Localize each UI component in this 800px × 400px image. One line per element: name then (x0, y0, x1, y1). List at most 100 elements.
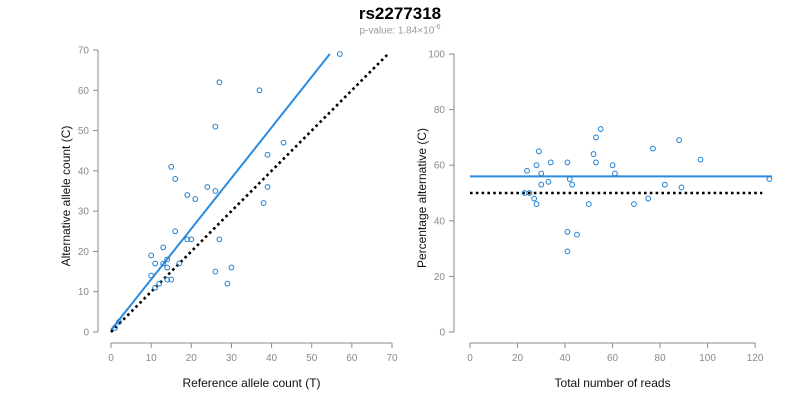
data-point (645, 195, 652, 202)
x-tick-label: 0 (467, 353, 473, 364)
y-tick-label: 30 (78, 207, 90, 218)
data-point (574, 231, 580, 238)
data-point (160, 260, 167, 267)
data-point (260, 200, 267, 206)
y-tick-label: 80 (434, 105, 446, 116)
x-tick-label: 60 (607, 353, 619, 364)
data-point (336, 51, 343, 57)
x-tick-label: 100 (699, 353, 716, 364)
data-point (184, 236, 191, 243)
data-point (264, 151, 271, 158)
y-tick-label: 100 (428, 50, 445, 61)
data-point (585, 201, 592, 208)
x-tick-label: 10 (146, 353, 158, 364)
data-point (224, 280, 231, 287)
x-tick-label: 60 (346, 353, 358, 364)
x-tick-label: 70 (386, 353, 398, 364)
data-point (264, 184, 271, 190)
data-point (678, 184, 685, 191)
data-point (176, 260, 183, 267)
data-point (533, 201, 540, 208)
p-value-exponent: -6 (434, 24, 441, 31)
data-point (280, 139, 287, 146)
y-tick-label: 40 (78, 166, 90, 177)
data-point (164, 256, 171, 263)
x-tick-label: 20 (186, 353, 198, 364)
data-point (650, 145, 656, 152)
data-point (164, 276, 171, 283)
data-point (538, 170, 545, 177)
data-point (168, 276, 175, 283)
data-point (612, 170, 618, 177)
x-axis-label: Total number of reads (555, 376, 671, 390)
x-tick-label: 30 (226, 353, 238, 364)
data-point (172, 228, 179, 235)
data-point (112, 325, 118, 331)
y-tick-label: 20 (78, 247, 90, 258)
data-point (160, 244, 167, 251)
data-point (172, 176, 179, 182)
y-tick-label: 40 (434, 216, 446, 227)
data-point (564, 159, 571, 166)
data-point (164, 264, 171, 271)
data-point (564, 248, 571, 255)
data-point (545, 178, 552, 185)
data-point (569, 181, 576, 188)
data-point (168, 163, 175, 170)
data-point (152, 260, 159, 267)
x-tick-label: 50 (306, 353, 318, 364)
data-point (526, 190, 533, 196)
x-tick-label: 120 (747, 353, 764, 364)
p-value-text: p-value: 1.84×10 (359, 25, 435, 37)
data-point (216, 79, 223, 86)
fit-line (110, 53, 331, 331)
x-tick-label: 40 (559, 353, 571, 364)
reference-line (110, 53, 389, 333)
data-point (204, 184, 211, 190)
data-point (590, 151, 597, 157)
data-point (156, 280, 163, 287)
y-tick-label: 60 (78, 86, 90, 97)
data-point (192, 196, 199, 202)
data-point (148, 252, 155, 259)
data-point (766, 176, 773, 183)
y-tick-label: 0 (439, 328, 445, 339)
chart-title: rs2277318 (358, 4, 442, 23)
y-axis-label: Alternative allele count (C) (59, 126, 73, 267)
data-point (212, 268, 219, 275)
data-point (216, 236, 223, 243)
x-tick-label: 40 (266, 353, 278, 364)
data-point (116, 319, 122, 325)
data-point (597, 126, 604, 132)
y-tick-label: 10 (78, 287, 90, 298)
data-point (593, 159, 599, 166)
data-point (547, 159, 554, 166)
y-axis-label: Percentage alternative (C) (415, 128, 429, 268)
x-tick-label: 20 (512, 353, 524, 364)
data-point (188, 236, 195, 243)
data-point (524, 167, 530, 174)
x-tick-label: 80 (655, 353, 667, 364)
data-point (593, 134, 599, 141)
data-point (566, 176, 573, 183)
y-tick-label: 50 (78, 126, 90, 137)
y-tick-label: 70 (78, 46, 90, 57)
data-point (536, 148, 542, 155)
y-tick-label: 60 (434, 161, 446, 172)
data-point (631, 201, 637, 208)
data-point (531, 195, 538, 202)
panel-percentage: 0 20 40 60 80 100 120 0 20 40 60 80 100 Total number … (415, 50, 773, 390)
data-point (152, 284, 159, 291)
data-point (661, 181, 668, 188)
data-point (609, 162, 616, 169)
data-point (184, 192, 191, 198)
data-point (676, 137, 682, 144)
data-point (564, 229, 571, 235)
panel-allele-counts: 0 10 20 30 40 50 60 70 0 10 20 30 40 50 60 70 Reference … (59, 46, 398, 391)
x-axis-label: Reference allele count (T) (182, 376, 320, 390)
data-point (212, 188, 219, 194)
y-tick-label: 20 (434, 272, 446, 283)
data-point (538, 181, 545, 188)
